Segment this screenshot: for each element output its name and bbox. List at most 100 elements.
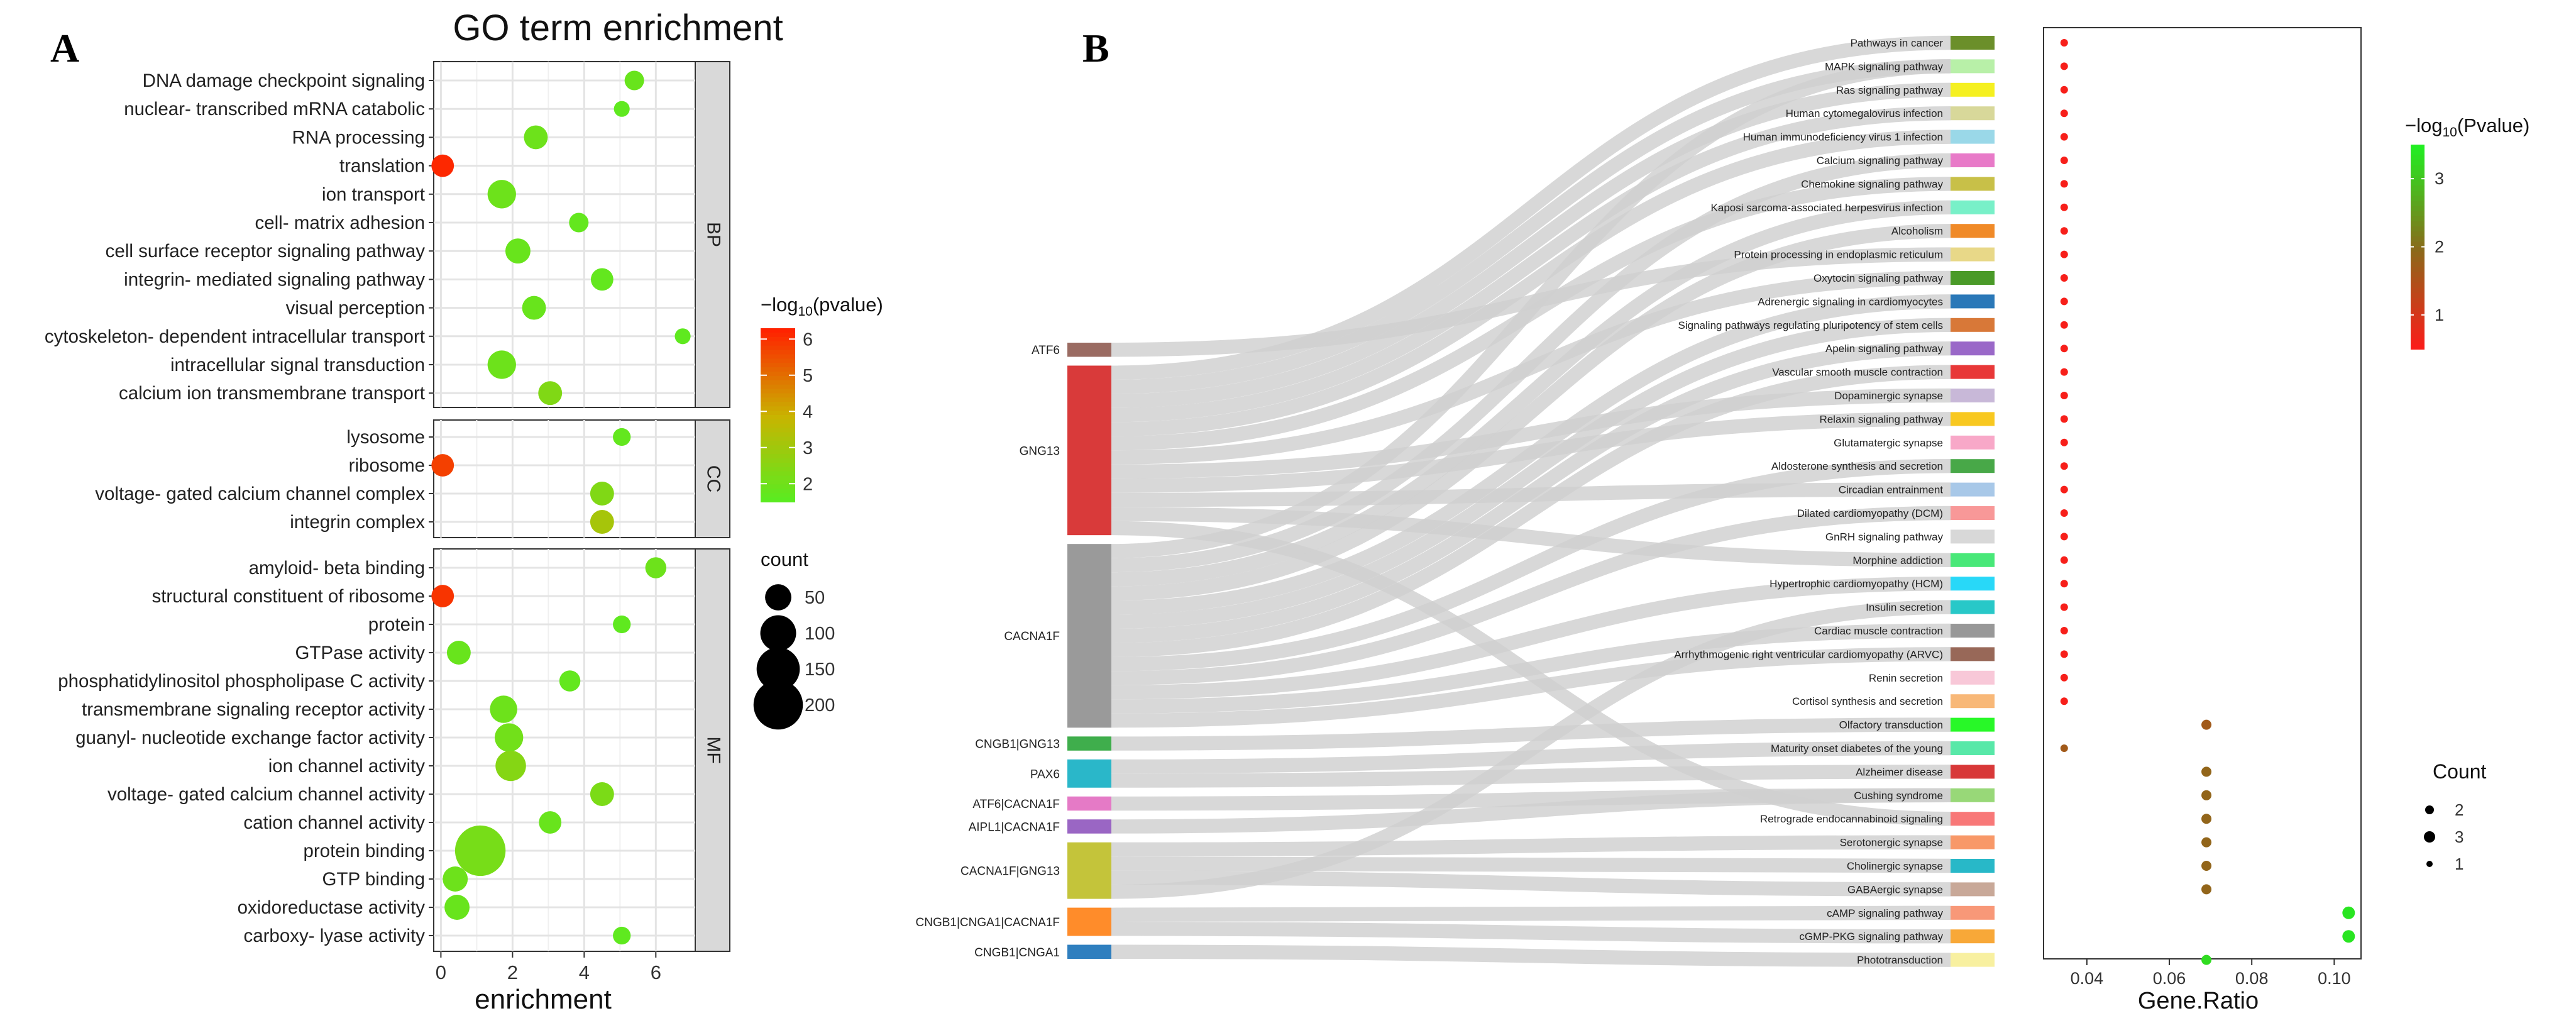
legend-color-bar-segment xyxy=(761,467,795,472)
dotplot-point xyxy=(2060,392,2068,399)
data-point xyxy=(624,70,644,91)
sankey-link xyxy=(1111,106,1951,423)
dotplot-point xyxy=(2201,884,2212,895)
legend-color-bar-segment xyxy=(2411,313,2425,319)
legend-color-bar-segment xyxy=(2411,277,2425,284)
facet-cc: CC lysosome ribosome voltage- gated calcium… xyxy=(95,419,730,538)
sankey-gene-label: AIPL1|CACNA1F xyxy=(969,821,1060,834)
y-tick-label: integrin- mediated signaling pathway xyxy=(124,269,425,290)
sankey-gene-node xyxy=(1067,544,1111,728)
x-tick-label: 0.10 xyxy=(2318,969,2351,988)
dotplot-point xyxy=(2201,837,2212,848)
legend-color-bar-segment xyxy=(2411,216,2425,222)
sankey-pathway-label: Morphine addiction xyxy=(1852,555,1943,567)
data-point xyxy=(454,825,506,876)
y-tick-label: cation channel activity xyxy=(243,812,425,833)
facet-strip-label: CC xyxy=(703,465,724,492)
facet-strip xyxy=(695,419,730,538)
legend-color-bar-segment xyxy=(2411,196,2425,202)
data-point xyxy=(444,895,470,920)
legend-color-bar-segment xyxy=(2411,165,2425,171)
legend-color-bar-segment xyxy=(761,436,795,442)
dotplot-point xyxy=(2201,954,2212,965)
data-point xyxy=(590,510,614,534)
sankey-link xyxy=(1111,153,1951,573)
data-point xyxy=(495,750,526,782)
dotplot-point xyxy=(2060,345,2068,353)
legend-size-title: Count xyxy=(2433,760,2487,783)
sankey-pathway-label: GABAergic synapse xyxy=(1847,883,1943,895)
legend-color-bar-segment xyxy=(2411,145,2425,151)
data-point xyxy=(487,350,516,379)
y-tick-label: cell surface receptor signaling pathway xyxy=(106,241,426,262)
y-tick-label: voltage- gated calcium channel complex xyxy=(95,484,425,504)
sankey-pathway-label: Chemokine signaling pathway xyxy=(1801,178,1943,190)
dotplot-point xyxy=(2060,250,2068,258)
legend-color-bar-segment xyxy=(2411,328,2425,335)
sankey-pathway-node xyxy=(1951,670,1995,685)
sankey-link xyxy=(1111,765,1951,788)
sankey-pathway-label: Retrograde endocannabinoid signaling xyxy=(1760,813,1943,825)
sankey-pathway-node xyxy=(1951,859,1995,873)
data-point xyxy=(613,926,631,945)
legend-color-bar-segment xyxy=(2411,170,2425,176)
legend-color-tick-label: 1 xyxy=(2435,306,2444,324)
sankey-pathway-node xyxy=(1951,318,1995,332)
legend-color-bar-segment xyxy=(761,445,795,451)
sankey-pathway-node xyxy=(1951,835,1995,849)
legend-color-bar-segment xyxy=(2411,175,2425,181)
legend-color-bar-segment xyxy=(2411,246,2425,253)
sankey-gene-label: CACNA1F xyxy=(1004,630,1060,643)
legend-color-bar-segment xyxy=(2411,292,2425,299)
legend-color-bar-segment xyxy=(761,363,795,368)
sankey-pathway-node xyxy=(1951,224,1995,238)
x-tick-label: 0.08 xyxy=(2235,969,2269,988)
legend-color-bar-segment xyxy=(2411,241,2425,248)
sankey-link xyxy=(1111,82,1951,408)
legend-color-bar-segment xyxy=(2411,201,2425,207)
dotplot-point xyxy=(2060,462,2068,470)
dotplot-point xyxy=(2201,719,2212,730)
sankey-link xyxy=(1111,223,1951,601)
sankey-link xyxy=(1111,388,1951,479)
legend-color-bar-segment xyxy=(761,441,795,446)
sankey-link xyxy=(1111,576,1951,700)
dotplot-point xyxy=(2060,157,2068,164)
dotplot-point xyxy=(2060,62,2068,70)
data-point xyxy=(431,154,454,177)
legend-color-bar-segment xyxy=(2411,221,2425,227)
sankey-pathway-label: Apelin signaling pathway xyxy=(1825,343,1944,355)
dotplot-point xyxy=(2342,930,2355,943)
sankey-pathway-node xyxy=(1951,365,1995,379)
sankey-pathway-node xyxy=(1951,905,1995,920)
legend-color-bar-segment xyxy=(2411,191,2425,197)
facet-mf: MF amyloid- beta binding structural consti… xyxy=(58,548,730,952)
legend-color-tick-label: 6 xyxy=(803,329,813,350)
sankey-pathway-node xyxy=(1951,459,1995,473)
dotplot-point xyxy=(2060,227,2068,235)
legend-color-bar-segment xyxy=(2411,160,2425,166)
sankey-link xyxy=(1111,59,1951,558)
dotplot-point xyxy=(2060,203,2068,211)
y-tick-label: protein xyxy=(368,614,425,635)
y-tick-label: translation xyxy=(339,156,425,177)
dotplot-point xyxy=(2060,603,2068,611)
sankey-pathway-node xyxy=(1951,435,1995,450)
dotplot-frame xyxy=(2043,27,2362,959)
legend-color-bar-segment xyxy=(2411,252,2425,258)
sankey-pathway-label: Calcium signaling pathway xyxy=(1817,155,1944,167)
legend-color-title: −log10(pvalue) xyxy=(761,294,883,319)
sankey-gene-node xyxy=(1067,842,1111,899)
sankey-pathway-node xyxy=(1951,694,1995,709)
panel-b-letter: B xyxy=(1082,26,1109,70)
sankey-pathway-node xyxy=(1951,294,1995,309)
facet-strip xyxy=(695,548,730,952)
sankey-pathway-label: MAPK signaling pathway xyxy=(1825,60,1944,72)
y-tick-label: voltage- gated calcium channel activity xyxy=(107,784,425,805)
data-point xyxy=(590,782,614,806)
sankey-pathway-node xyxy=(1951,953,1995,967)
dotplot-point xyxy=(2060,86,2068,94)
sankey-gene-label: GNG13 xyxy=(1020,445,1060,458)
legend-size-count: count 50 100 150 200 xyxy=(753,548,835,730)
panel-b-xlabel: Gene.Ratio xyxy=(2138,988,2259,1014)
